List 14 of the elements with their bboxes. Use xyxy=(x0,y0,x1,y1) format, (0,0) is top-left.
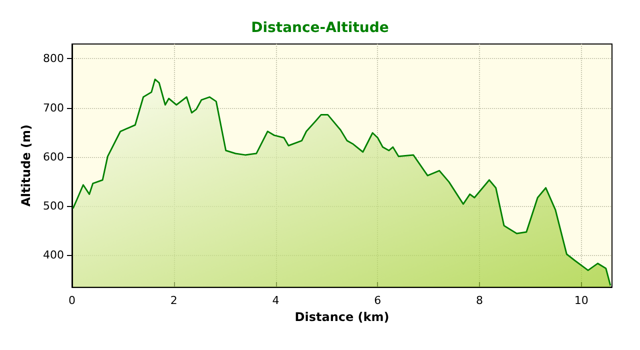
y-tick-label: 500 xyxy=(43,200,64,212)
x-tick-label: 4 xyxy=(272,294,280,307)
y-tick-label: 800 xyxy=(43,52,64,66)
y-axis-title: Altitude (m) xyxy=(19,124,33,206)
x-tick-label: 6 xyxy=(374,294,382,307)
y-tick-label: 600 xyxy=(43,150,64,164)
x-tick-label: 2 xyxy=(170,294,178,307)
x-tick-label: 8 xyxy=(476,294,484,307)
x-tick-label: 0 xyxy=(68,294,76,307)
y-tick-label: 700 xyxy=(43,101,64,114)
y-tick-label: 400 xyxy=(43,248,64,262)
x-tick-label: 10 xyxy=(574,294,588,307)
x-axis-title: Distance (km) xyxy=(294,310,390,324)
chart-title: Distance-Altitude xyxy=(251,20,389,36)
